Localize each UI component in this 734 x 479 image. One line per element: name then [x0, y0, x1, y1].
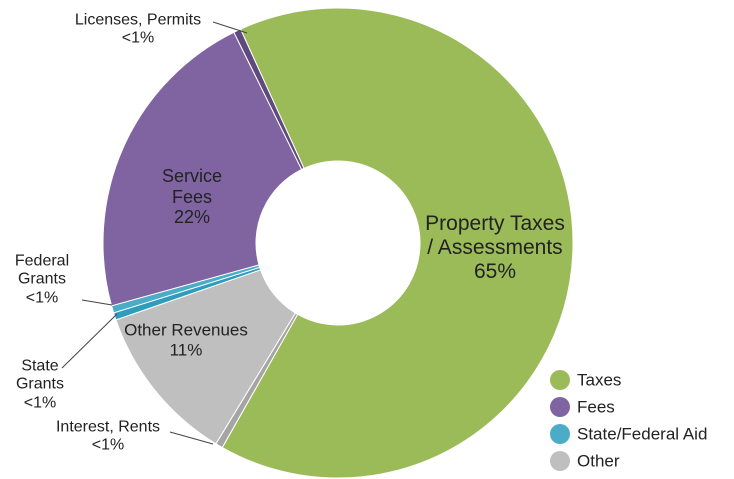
segment-label: State Grants <1% [10, 357, 70, 412]
segment-label: Interest, Rents <1% [38, 419, 178, 456]
legend-marker [550, 370, 570, 390]
leader-line [169, 431, 214, 445]
leader-line [212, 21, 248, 34]
leader-line [61, 313, 118, 369]
segment-value: <1% [91, 437, 125, 454]
donut-segment [233, 28, 305, 171]
segment-label: Licenses, Permits <1% [53, 12, 223, 49]
segment-value: <1% [121, 30, 155, 47]
legend-label: Other [577, 451, 620, 470]
donut-segment [115, 269, 297, 445]
segment-value: 11% [169, 340, 203, 359]
segment-name: Interest, Rents [55, 418, 161, 436]
legend-label: Taxes [577, 370, 621, 389]
segment-name: State Grants [15, 357, 64, 393]
segment-value: <1% [23, 394, 57, 412]
segment-label: Federal Grants <1% [7, 252, 77, 307]
legend-marker [550, 397, 570, 417]
donut-segment [221, 7, 574, 479]
donut-segment [102, 31, 303, 307]
segment-label: Other Revenues 11% [101, 320, 271, 359]
segment-name: Property Taxes / Assessments [425, 211, 565, 259]
segment-name: Licenses, Permits [74, 11, 202, 29]
legend-label: Fees [577, 397, 615, 416]
legend-marker [550, 424, 570, 444]
segment-label: Service Fees 22% [147, 166, 237, 228]
segment-name: Federal Grants [14, 252, 70, 288]
segment-value: 65% [473, 260, 517, 284]
segment-value: <1% [25, 289, 59, 307]
legend-label: State/Federal Aid [577, 424, 707, 443]
segment-label: Property Taxes / Assessments 65% [420, 212, 570, 284]
segment-name: Service Fees [161, 165, 223, 207]
legend-marker [550, 451, 570, 471]
segment-value: 22% [173, 207, 211, 228]
leader-line [81, 299, 113, 306]
segment-name: Other Revenues [124, 320, 248, 340]
